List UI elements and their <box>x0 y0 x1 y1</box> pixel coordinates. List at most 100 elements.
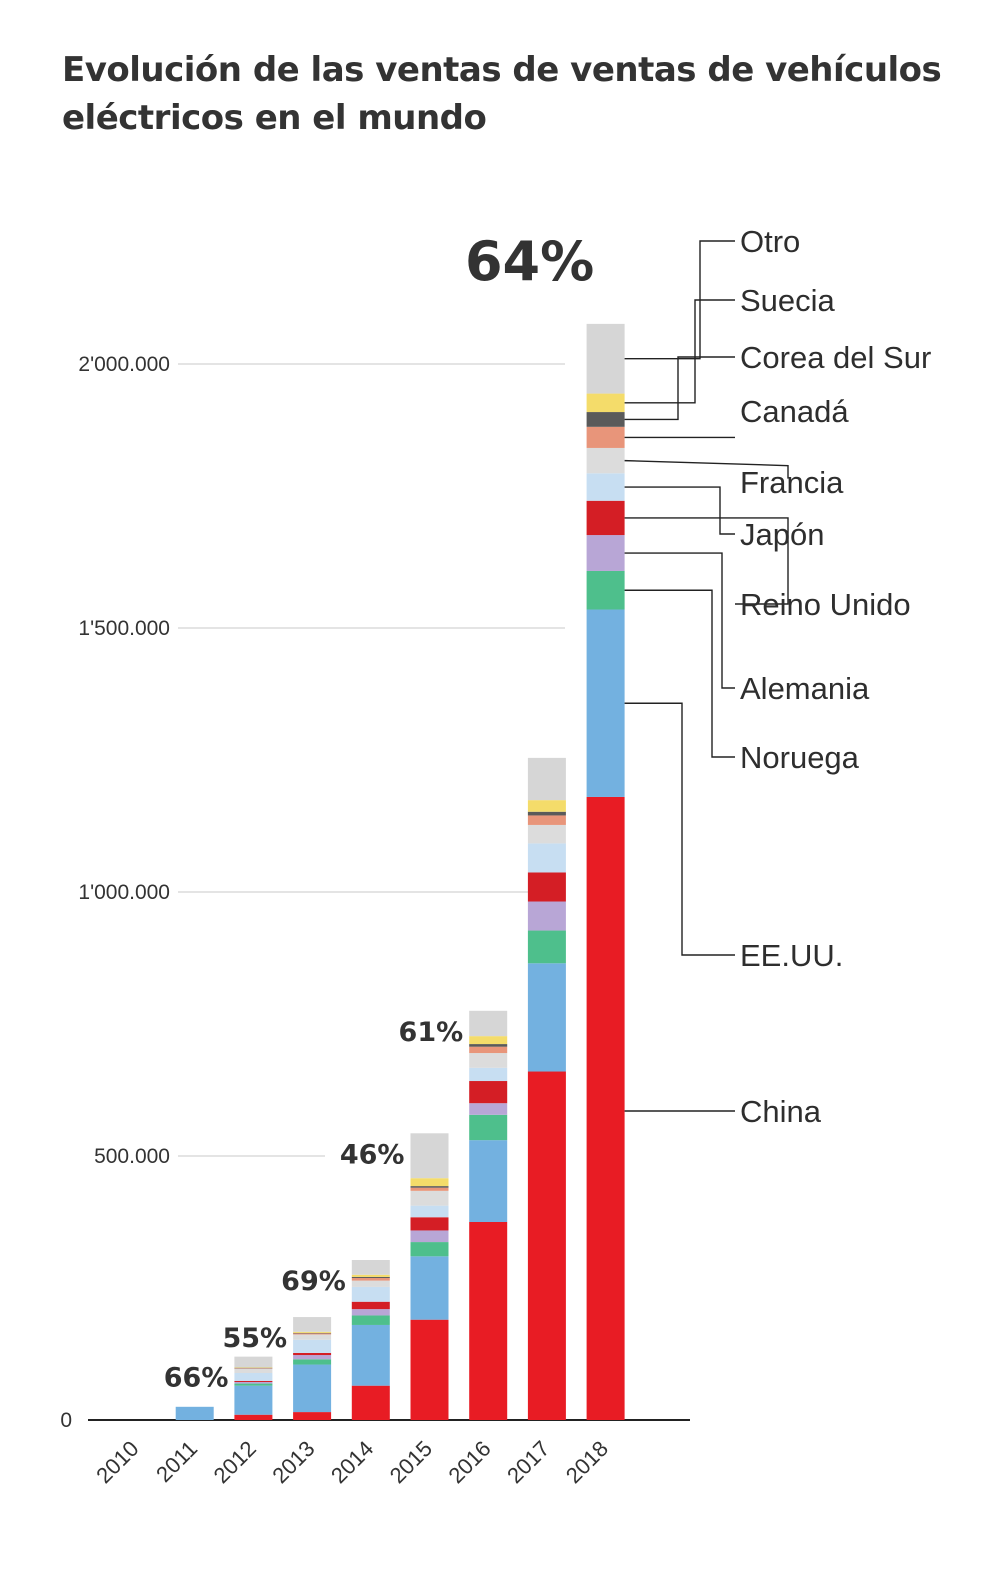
bar-segment-ee-uu-2014 <box>351 1324 390 1386</box>
bar-segment-otro-2013 <box>293 1317 332 1332</box>
bar-segment-reino-unido-2013 <box>293 1352 332 1356</box>
growth-percent-label: 64% <box>465 230 594 293</box>
bar-segment-canada-2013 <box>293 1333 332 1335</box>
bar-segment-japon-2014 <box>351 1286 390 1302</box>
legend-label-reino-unido: Reino Unido <box>740 587 911 622</box>
bar-segment-suecia-2017 <box>527 800 566 812</box>
bar-segment-japon-2018 <box>586 473 625 501</box>
legend-label-japon: Japón <box>740 517 824 552</box>
bar-segment-china-2013 <box>293 1412 332 1420</box>
growth-percent-label: 61% <box>399 1017 464 1048</box>
bar-segment-francia-2014 <box>351 1280 390 1287</box>
bar-segment-alemania-2018 <box>586 535 625 571</box>
bar-segment-canada-2014 <box>351 1277 390 1281</box>
leader-line-suecia <box>624 299 735 404</box>
bar-segment-francia-2018 <box>586 447 625 474</box>
leader-line-francia <box>624 459 789 479</box>
bar-segment-china-2016 <box>469 1222 508 1420</box>
growth-percent-label: 69% <box>281 1266 346 1297</box>
x-tick-label: 2012 <box>209 1436 261 1488</box>
leader-line-otro <box>624 240 735 360</box>
legend-label-canada: Canadá <box>740 394 849 429</box>
leader-line-noruega <box>624 589 735 758</box>
bar-segment-noruega-2015 <box>410 1242 449 1257</box>
bar-segment-noruega-2017 <box>527 930 566 964</box>
bar-segment-ee-uu-2012 <box>234 1385 273 1415</box>
legend-label-suecia: Suecia <box>740 283 836 318</box>
bar-segment-canada-2012 <box>234 1368 273 1369</box>
x-tick-label: 2016 <box>443 1436 495 1488</box>
bar-segment-corea-del-sur-2014 <box>351 1276 390 1278</box>
x-tick-label: 2010 <box>91 1436 143 1488</box>
bar-segment-corea-del-sur-2013 <box>293 1332 332 1334</box>
legend-label-ee-uu: EE.UU. <box>740 938 843 973</box>
bar-segment-japon-2017 <box>527 843 566 873</box>
bar-segment-alemania-2014 <box>351 1309 390 1316</box>
x-tick-label: 2017 <box>502 1436 554 1488</box>
bar-segment-canada-2016 <box>469 1046 508 1054</box>
bar-segment-ee-uu-2018 <box>586 609 625 797</box>
y-tick-label: 1'500.000 <box>78 617 170 640</box>
legend-label-corea-del-sur: Corea del Sur <box>740 340 931 375</box>
bar-segment-francia-2016 <box>469 1053 508 1068</box>
growth-percent-label: 55% <box>222 1323 287 1354</box>
bar-segment-china-2015 <box>410 1319 449 1420</box>
bar-segment-suecia-2015 <box>410 1178 449 1187</box>
legend-label-francia: Francia <box>740 465 844 500</box>
bar-segment-otro-2015 <box>410 1133 449 1179</box>
bar-segment-alemania-2015 <box>410 1230 449 1243</box>
bar-segment-suecia-2014 <box>351 1274 390 1277</box>
y-tick-label: 2'000.000 <box>78 353 170 376</box>
bar-segment-suecia-2016 <box>469 1036 508 1045</box>
bar-segment-noruega-2018 <box>586 570 625 610</box>
y-tick-label: 1'000.000 <box>78 881 170 904</box>
bar-segment-japon-2016 <box>469 1067 508 1082</box>
bar-segment-china-2012 <box>234 1414 273 1420</box>
bar-segment-canada-2018 <box>586 426 625 448</box>
bar-segment-reino-unido-2017 <box>527 872 566 902</box>
leader-line-alemania <box>624 552 735 689</box>
growth-percent-label: 46% <box>340 1139 405 1170</box>
bar-segment-reino-unido-2018 <box>586 500 625 536</box>
bar-segment-corea-del-sur-2016 <box>469 1044 508 1047</box>
bar-segment-corea-del-sur-2018 <box>586 412 625 427</box>
legend-label-china: China <box>740 1094 822 1129</box>
bar-segment-francia-2012 <box>234 1368 273 1374</box>
bar-segment-francia-2015 <box>410 1190 449 1206</box>
bar-segment-china-2018 <box>586 796 625 1420</box>
bar-segment-ee-uu-2011 <box>175 1406 214 1420</box>
leader-line-japon <box>624 486 735 535</box>
bar-segment-noruega-2013 <box>293 1359 332 1365</box>
bar-segment-ee-uu-2016 <box>469 1140 508 1222</box>
bar-segment-canada-2015 <box>410 1187 449 1191</box>
bar-segment-reino-unido-2012 <box>234 1380 273 1382</box>
leader-line-ee-uu <box>624 702 735 956</box>
chart-title: Evolución de las ventas de ventas de veh… <box>62 50 942 138</box>
legend-label-alemania: Alemania <box>740 671 870 706</box>
x-tick-label: 2014 <box>326 1436 378 1488</box>
bar-segment-otro-2016 <box>469 1010 508 1037</box>
x-tick-label: 2013 <box>267 1436 319 1488</box>
bar-segment-francia-2017 <box>527 824 566 844</box>
growth-percent-label: 66% <box>164 1363 229 1394</box>
bar-segment-china-2017 <box>527 1071 566 1420</box>
bar-segment-ee-uu-2017 <box>527 963 566 1072</box>
bar-segment-noruega-2012 <box>234 1383 273 1386</box>
bar-segment-corea-del-sur-2017 <box>527 811 566 816</box>
x-tick-label: 2011 <box>151 1436 202 1487</box>
bar-segment-canada-2017 <box>527 815 566 825</box>
bar-segment-japon-2012 <box>234 1373 273 1381</box>
bar-segment-suecia-2012 <box>234 1367 273 1368</box>
bar-segment-otro-2012 <box>234 1356 273 1368</box>
bar-segment-reino-unido-2015 <box>410 1217 449 1231</box>
bar-segment-alemania-2016 <box>469 1103 508 1115</box>
bar-segment-noruega-2014 <box>351 1315 390 1325</box>
bar-segment-noruega-2016 <box>469 1114 508 1141</box>
bar-segment-japon-2013 <box>293 1339 332 1353</box>
bar-segment-ee-uu-2013 <box>293 1364 332 1413</box>
x-tick-label: 2015 <box>385 1436 437 1488</box>
y-tick-label: 500.000 <box>94 1145 170 1168</box>
bar-segment-otro-2017 <box>527 757 566 801</box>
bar-segment-alemania-2013 <box>293 1355 332 1360</box>
